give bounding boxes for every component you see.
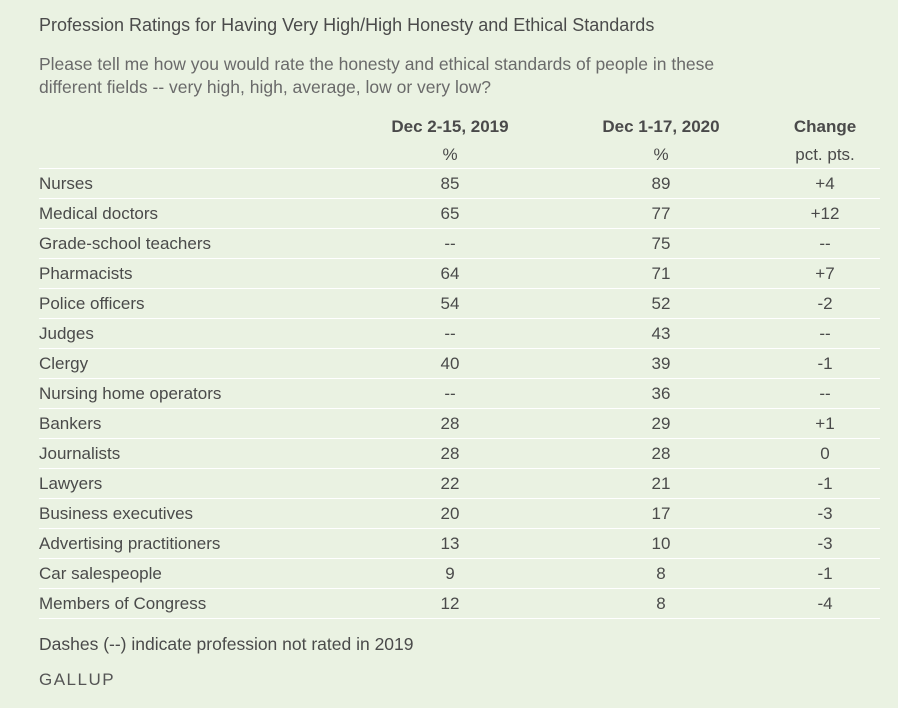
change-cell: +4 xyxy=(815,174,835,193)
table-row: Car salespeople 9 8 -1 xyxy=(39,559,880,589)
value-2019-cell: 12 xyxy=(440,594,460,613)
value-2019-cell: 65 xyxy=(440,204,460,223)
change-cell: -- xyxy=(819,324,831,343)
value-2020-cell: 21 xyxy=(651,474,671,493)
value-2019-cell: 20 xyxy=(440,504,460,523)
change-cell: +12 xyxy=(810,204,840,223)
change-cell: -- xyxy=(819,384,831,403)
table-row: Grade-school teachers -- 75 -- xyxy=(39,229,880,259)
column-header-change: Change xyxy=(793,117,857,136)
profession-cell: Nurses xyxy=(39,174,93,193)
column-subheader-2019: % xyxy=(442,145,458,164)
ratings-table: Nurses 85 89 +4 Medical doctors 65 77 +12 Grade-… xyxy=(39,168,880,619)
profession-cell: Judges xyxy=(39,324,94,343)
profession-cell: Police officers xyxy=(39,294,145,313)
value-2020-cell: 39 xyxy=(651,354,671,373)
footnote: Dashes (--) indicate profession not rate… xyxy=(39,634,414,654)
value-2020-cell: 8 xyxy=(656,594,666,613)
value-2019-cell: 22 xyxy=(440,474,460,493)
value-2020-cell: 36 xyxy=(651,384,671,403)
value-2020-cell: 75 xyxy=(651,234,671,253)
profession-cell: Members of Congress xyxy=(39,594,207,613)
value-2019-cell: 85 xyxy=(440,174,460,193)
change-cell: +7 xyxy=(815,264,835,283)
value-2020-cell: 29 xyxy=(651,414,671,433)
value-2020-cell: 28 xyxy=(651,444,671,463)
value-2020-cell: 77 xyxy=(651,204,671,223)
survey-question: Please tell me how you would rate the ho… xyxy=(39,54,715,97)
column-subheader-2020: % xyxy=(653,145,669,164)
change-cell: -4 xyxy=(817,594,833,613)
profession-cell: Business executives xyxy=(39,504,194,523)
table-title: Profession Ratings for Having Very High/… xyxy=(39,15,655,35)
table-row: Members of Congress 12 8 -4 xyxy=(39,589,880,619)
value-2020-cell: 43 xyxy=(651,324,671,343)
change-cell: 0 xyxy=(820,444,830,463)
value-2019-cell: 9 xyxy=(445,564,455,583)
table-row: Police officers 54 52 -2 xyxy=(39,289,880,319)
gallup-logo-text: GALLUP xyxy=(39,670,116,689)
profession-cell: Journalists xyxy=(39,444,121,463)
value-2019-cell: 13 xyxy=(440,534,460,553)
value-2019-cell: 40 xyxy=(440,354,460,373)
change-cell: -3 xyxy=(817,504,833,523)
table-row: Lawyers 22 21 -1 xyxy=(39,469,880,499)
column-header-2020: Dec 1-17, 2020 xyxy=(602,117,720,136)
table-row: Advertising practitioners 13 10 -3 xyxy=(39,529,880,559)
table-row: Clergy 40 39 -1 xyxy=(39,349,880,379)
value-2020-cell: 17 xyxy=(651,504,671,523)
value-2020-cell: 89 xyxy=(651,174,671,193)
value-2019-cell: 54 xyxy=(440,294,460,313)
change-cell: -- xyxy=(819,234,831,253)
table-row: Business executives 20 17 -3 xyxy=(39,499,880,529)
change-cell: -1 xyxy=(817,474,833,493)
table-row: Bankers 28 29 +1 xyxy=(39,409,880,439)
profession-cell: Pharmacists xyxy=(39,264,133,283)
table-row: Judges -- 43 -- xyxy=(39,319,880,349)
table-row: Journalists 28 28 0 xyxy=(39,439,880,469)
column-subheader-change: pct. pts. xyxy=(795,145,855,164)
value-2020-cell: 52 xyxy=(651,294,671,313)
change-cell: -2 xyxy=(817,294,833,313)
profession-cell: Clergy xyxy=(39,354,89,373)
table-row: Nursing home operators -- 36 -- xyxy=(39,379,880,409)
profession-cell: Bankers xyxy=(39,414,102,433)
profession-cell: Advertising practitioners xyxy=(39,534,221,553)
value-2020-cell: 71 xyxy=(651,264,671,283)
profession-cell: Car salespeople xyxy=(39,564,162,583)
change-cell: -1 xyxy=(817,354,833,373)
profession-cell: Nursing home operators xyxy=(39,384,222,403)
change-cell: -3 xyxy=(817,534,833,553)
value-2019-cell: -- xyxy=(444,384,456,403)
value-2019-cell: -- xyxy=(444,234,456,253)
profession-cell: Grade-school teachers xyxy=(39,234,211,253)
value-2019-cell: 28 xyxy=(440,414,460,433)
profession-cell: Lawyers xyxy=(39,474,103,493)
table-row: Nurses 85 89 +4 xyxy=(39,169,880,199)
profession-cell: Medical doctors xyxy=(39,204,159,223)
change-cell: +1 xyxy=(815,414,835,433)
table-row: Pharmacists 64 71 +7 xyxy=(39,259,880,289)
value-2019-cell: 64 xyxy=(440,264,460,283)
change-cell: -1 xyxy=(817,564,833,583)
value-2020-cell: 8 xyxy=(656,564,666,583)
value-2020-cell: 10 xyxy=(651,534,671,553)
table-row: Medical doctors 65 77 +12 xyxy=(39,199,880,229)
value-2019-cell: -- xyxy=(444,324,456,343)
value-2019-cell: 28 xyxy=(440,444,460,463)
column-header-2019: Dec 2-15, 2019 xyxy=(391,117,509,136)
